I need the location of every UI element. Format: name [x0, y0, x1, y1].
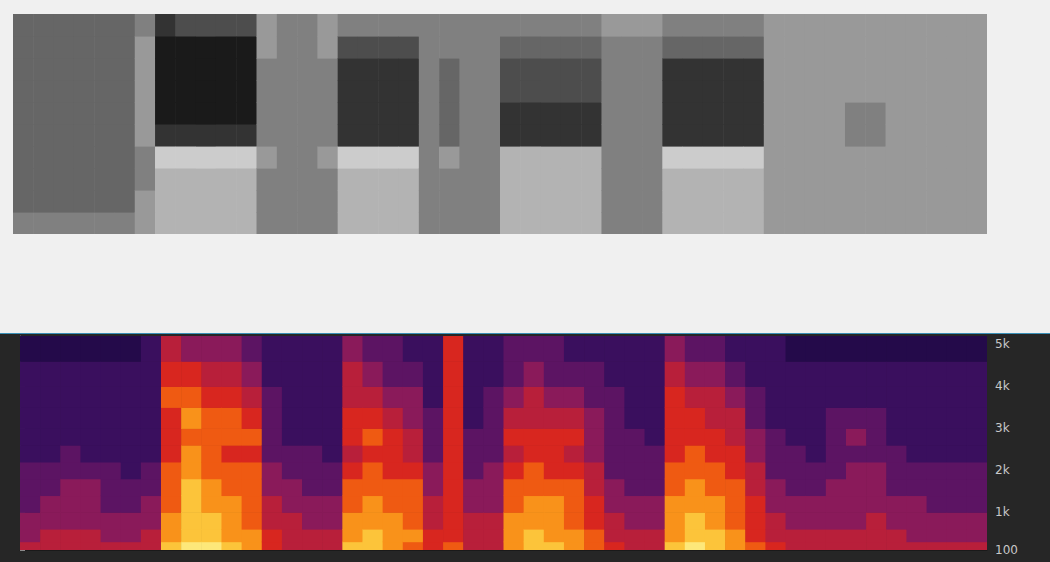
svg-text:5k: 5k — [995, 337, 1010, 351]
svg-text:4k: 4k — [995, 379, 1010, 393]
svg-text:1k: 1k — [995, 505, 1010, 519]
svg-text:100: 100 — [995, 543, 1018, 557]
svg-text:2k: 2k — [995, 463, 1010, 477]
svg-text:3k: 3k — [995, 421, 1010, 435]
